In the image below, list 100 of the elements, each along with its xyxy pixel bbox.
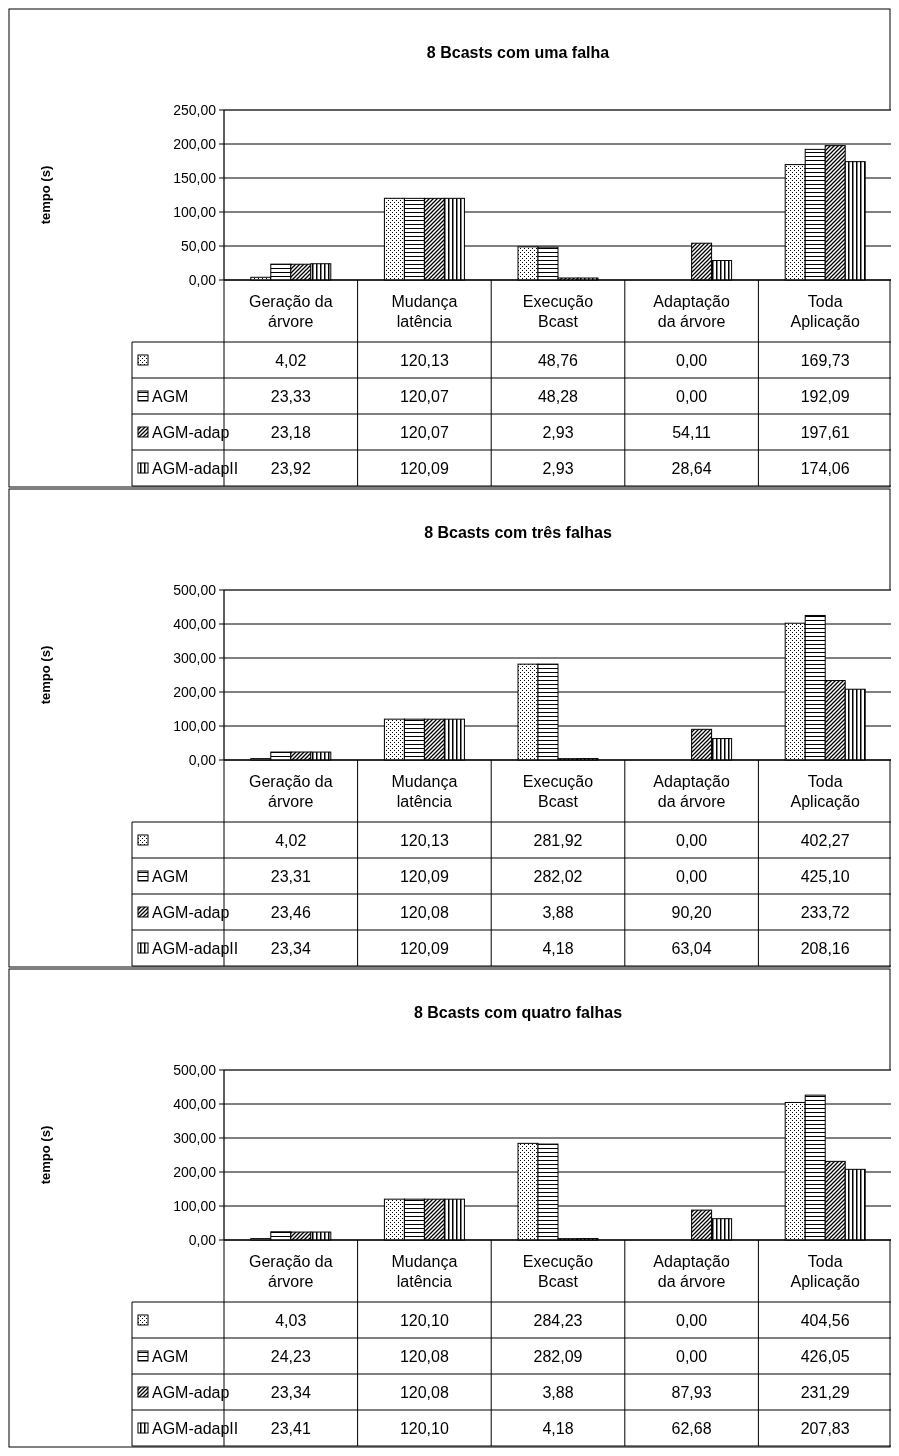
- y-tick-label: 100,00: [173, 717, 217, 734]
- data-label: 120,10: [399, 1311, 449, 1329]
- data-label: 426,05: [800, 1347, 850, 1365]
- data-label: 0,00: [676, 387, 708, 405]
- data-label: 284,23: [533, 1311, 583, 1329]
- data-label: 169,73: [800, 351, 850, 369]
- y-tick-label: 400,00: [173, 615, 217, 632]
- legend-label: AGM-adapII: [152, 939, 239, 957]
- y-tick-label: 0,00: [188, 271, 217, 288]
- chart-title: 8 Bcasts com uma falha: [426, 44, 610, 61]
- y-tick-label: 100,00: [173, 203, 217, 220]
- data-label: 120,09: [399, 867, 449, 885]
- data-label: 282,09: [533, 1347, 583, 1365]
- data-label: 120,09: [399, 459, 449, 477]
- x-tick-label: Adaptação da árvore: [653, 772, 730, 810]
- data-label: 233,72: [800, 903, 850, 921]
- data-label: 120,07: [399, 387, 449, 405]
- y-tick-label: 500,00: [173, 1061, 217, 1078]
- data-label: 120,07: [399, 423, 449, 441]
- x-tick-label: Toda Aplicação: [790, 772, 860, 810]
- legend-label: AGM-adap: [152, 903, 230, 921]
- data-label: 23,92: [270, 459, 311, 477]
- data-label: 48,76: [537, 351, 579, 369]
- data-label: 4,18: [542, 1419, 574, 1437]
- y-axis-title: tempo (s): [38, 165, 53, 225]
- data-label: 120,10: [399, 1419, 449, 1437]
- data-label: 207,83: [800, 1419, 850, 1437]
- x-tick-label: Geração da árvore: [249, 292, 333, 330]
- data-label: 63,04: [671, 939, 712, 957]
- legend-label: AGM-adap: [152, 1383, 230, 1401]
- x-tick-label: Execução Bcast: [522, 1252, 594, 1290]
- y-tick-label: 400,00: [173, 1095, 217, 1112]
- x-tick-label: Geração da árvore: [249, 772, 333, 810]
- y-tick-label: 200,00: [173, 135, 217, 152]
- data-label: 23,41: [270, 1419, 311, 1437]
- x-tick-label: Mudança latência: [391, 292, 458, 330]
- y-tick-label: 300,00: [173, 649, 217, 666]
- data-label: 120,08: [399, 1383, 449, 1401]
- data-label: 23,18: [270, 423, 311, 441]
- data-label: 174,06: [800, 459, 850, 477]
- y-tick-label: 200,00: [173, 1163, 217, 1180]
- data-label: 23,34: [270, 1383, 311, 1401]
- x-tick-label: Execução Bcast: [522, 292, 594, 330]
- x-tick-label: Adaptação da árvore: [653, 1252, 730, 1290]
- data-label: 120,13: [399, 831, 449, 849]
- data-label: 87,93: [671, 1383, 712, 1401]
- data-label: 0,00: [676, 1311, 708, 1329]
- data-label: 282,02: [533, 867, 583, 885]
- legend-label: AGM: [152, 867, 189, 885]
- y-tick-label: 150,00: [173, 169, 217, 186]
- x-tick-label: Adaptação da árvore: [653, 292, 730, 330]
- data-label: 3,88: [542, 903, 574, 921]
- x-tick-label: Geração da árvore: [249, 1252, 333, 1290]
- x-tick-label: Toda Aplicação: [790, 1252, 860, 1290]
- data-label: 0,00: [676, 867, 708, 885]
- y-tick-label: 0,00: [188, 1231, 217, 1248]
- legend-label: AGM-adapII: [152, 459, 239, 477]
- data-label: 0,00: [676, 351, 708, 369]
- y-tick-label: 500,00: [173, 581, 217, 598]
- data-label: 4,18: [542, 939, 574, 957]
- data-label: 54,11: [672, 423, 712, 441]
- chart-title: 8 Bcasts com quatro falhas: [413, 1004, 623, 1021]
- y-tick-label: 300,00: [173, 1129, 217, 1146]
- data-label: 4,02: [275, 831, 307, 849]
- x-tick-label: Mudança latência: [391, 1252, 458, 1290]
- y-tick-label: 250,00: [173, 101, 217, 118]
- data-label: 23,31: [270, 867, 311, 885]
- data-label: 192,09: [800, 387, 850, 405]
- data-label: 3,88: [542, 1383, 574, 1401]
- data-label: 425,10: [800, 867, 850, 885]
- data-label: 4,02: [275, 351, 307, 369]
- data-label: 2,93: [542, 423, 574, 441]
- data-label: 23,33: [270, 387, 311, 405]
- y-axis-title: tempo (s): [38, 1125, 53, 1185]
- data-label: 4,03: [275, 1311, 307, 1329]
- data-label: 197,61: [800, 423, 850, 441]
- data-label: 28,64: [671, 459, 712, 477]
- x-tick-label: Toda Aplicação: [790, 292, 860, 330]
- data-label: 120,13: [399, 351, 449, 369]
- data-label: 120,09: [399, 939, 449, 957]
- y-tick-label: 100,00: [173, 1197, 217, 1214]
- data-label: 62,68: [671, 1419, 712, 1437]
- data-label: 208,16: [800, 939, 850, 957]
- legend-label: AGM-adapII: [152, 1419, 239, 1437]
- x-tick-label: Mudança latência: [391, 772, 458, 810]
- data-label: 0,00: [676, 831, 708, 849]
- y-tick-label: 0,00: [188, 751, 217, 768]
- data-label: 402,27: [800, 831, 850, 849]
- y-tick-label: 50,00: [180, 237, 217, 254]
- data-label: 231,29: [800, 1383, 850, 1401]
- x-tick-label: Execução Bcast: [522, 772, 594, 810]
- y-axis-title: tempo (s): [38, 645, 53, 705]
- data-label: 23,46: [270, 903, 311, 921]
- data-label: 23,34: [270, 939, 311, 957]
- data-label: 281,92: [533, 831, 583, 849]
- data-label: 90,20: [671, 903, 712, 921]
- y-tick-label: 200,00: [173, 683, 217, 700]
- legend-label: AGM: [152, 387, 189, 405]
- data-label: 48,28: [537, 387, 579, 405]
- data-label: 404,56: [800, 1311, 850, 1329]
